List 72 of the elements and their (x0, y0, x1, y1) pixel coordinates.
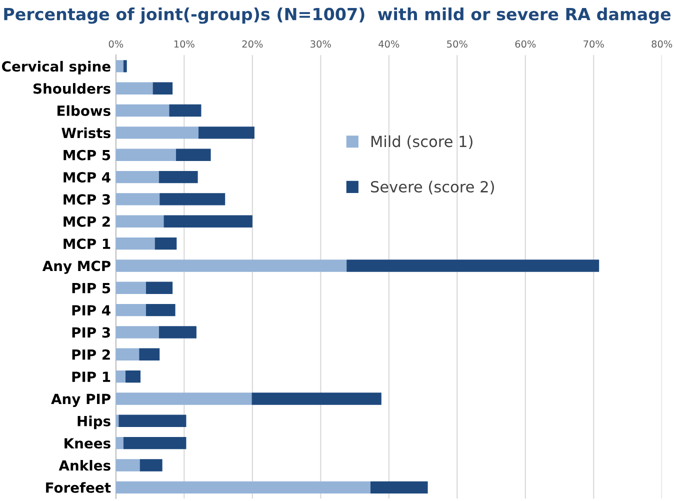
x-tick-label: 0% (108, 40, 124, 48)
y-tick-label: MCP 4 (64, 172, 110, 183)
y-tick-label: Cervical spine (2, 60, 110, 74)
bar (346, 260, 600, 272)
y-tick-label: PIP 2 (72, 349, 110, 360)
bar (116, 60, 124, 72)
bar (123, 60, 127, 72)
bar (116, 237, 155, 250)
bar (116, 282, 146, 294)
y-tick-label: PIP 1 (72, 372, 110, 382)
bar (146, 304, 176, 316)
y-tick-label: Hips (78, 416, 110, 430)
bar (370, 481, 428, 494)
bar (198, 126, 254, 139)
x-tick-label: 30% (310, 40, 331, 48)
y-tick-label: MCP 2 (64, 216, 110, 227)
bar (116, 126, 198, 139)
x-tick-label: 60% (515, 40, 536, 48)
y-tick-label: Elbows (58, 105, 110, 116)
y-tick-label: MCP 3 (64, 194, 110, 205)
bar (116, 370, 126, 383)
bar (252, 392, 382, 405)
bar (152, 82, 173, 94)
bar (116, 304, 146, 316)
legend-label: Severe (score 2) (370, 180, 494, 194)
x-tick-label: 40% (378, 40, 400, 48)
x-tick-label: 70% (584, 40, 604, 48)
y-tick-label: Any MCP (42, 260, 110, 274)
bar (116, 215, 164, 228)
bar (116, 170, 159, 184)
y-tick-label: Wrists (62, 127, 110, 138)
bar (125, 370, 140, 383)
y-tick-label: MCP 1 (64, 238, 110, 250)
bar (123, 436, 186, 450)
y-tick-label: Any PIP (51, 394, 110, 407)
y-tick-label: PIP 5 (72, 283, 110, 294)
bar (164, 215, 252, 228)
bar (139, 348, 160, 360)
bar (116, 104, 170, 117)
bar (116, 481, 370, 494)
bar (116, 260, 347, 272)
y-tick-label: PIP 4 (72, 305, 110, 316)
bar (140, 459, 162, 472)
bar (116, 193, 160, 206)
bar (116, 348, 140, 360)
y-tick-label: MCP 5 (64, 150, 110, 160)
bar (116, 436, 124, 450)
bar (116, 414, 119, 427)
bar (176, 148, 211, 161)
bar (116, 392, 252, 405)
bar (158, 170, 198, 184)
y-tick-label: Knees (64, 438, 110, 449)
legend-label: Mild (score 1) (371, 135, 472, 149)
y-tick-label: Forefeet (46, 482, 111, 493)
bar (116, 326, 159, 338)
bar (116, 148, 176, 161)
bar (118, 414, 186, 427)
x-tick-label: 80% (652, 40, 672, 48)
x-tick-label: 10% (174, 40, 194, 48)
y-tick-label: PIP 3 (72, 327, 110, 338)
x-tick-label: 20% (242, 40, 263, 48)
bar (160, 193, 226, 206)
bar (116, 459, 140, 472)
bar (169, 104, 202, 117)
y-tick-label: Shoulders (34, 83, 110, 94)
x-tick-label: 50% (447, 40, 468, 48)
chart-title: Percentage of joint(-group)s (N=1007) with mild or severe RA damage (4, 8, 671, 24)
bar (116, 82, 153, 94)
bar (154, 237, 177, 250)
bar (158, 326, 196, 338)
bar (146, 282, 173, 294)
y-tick-label: Ankles (58, 460, 110, 471)
